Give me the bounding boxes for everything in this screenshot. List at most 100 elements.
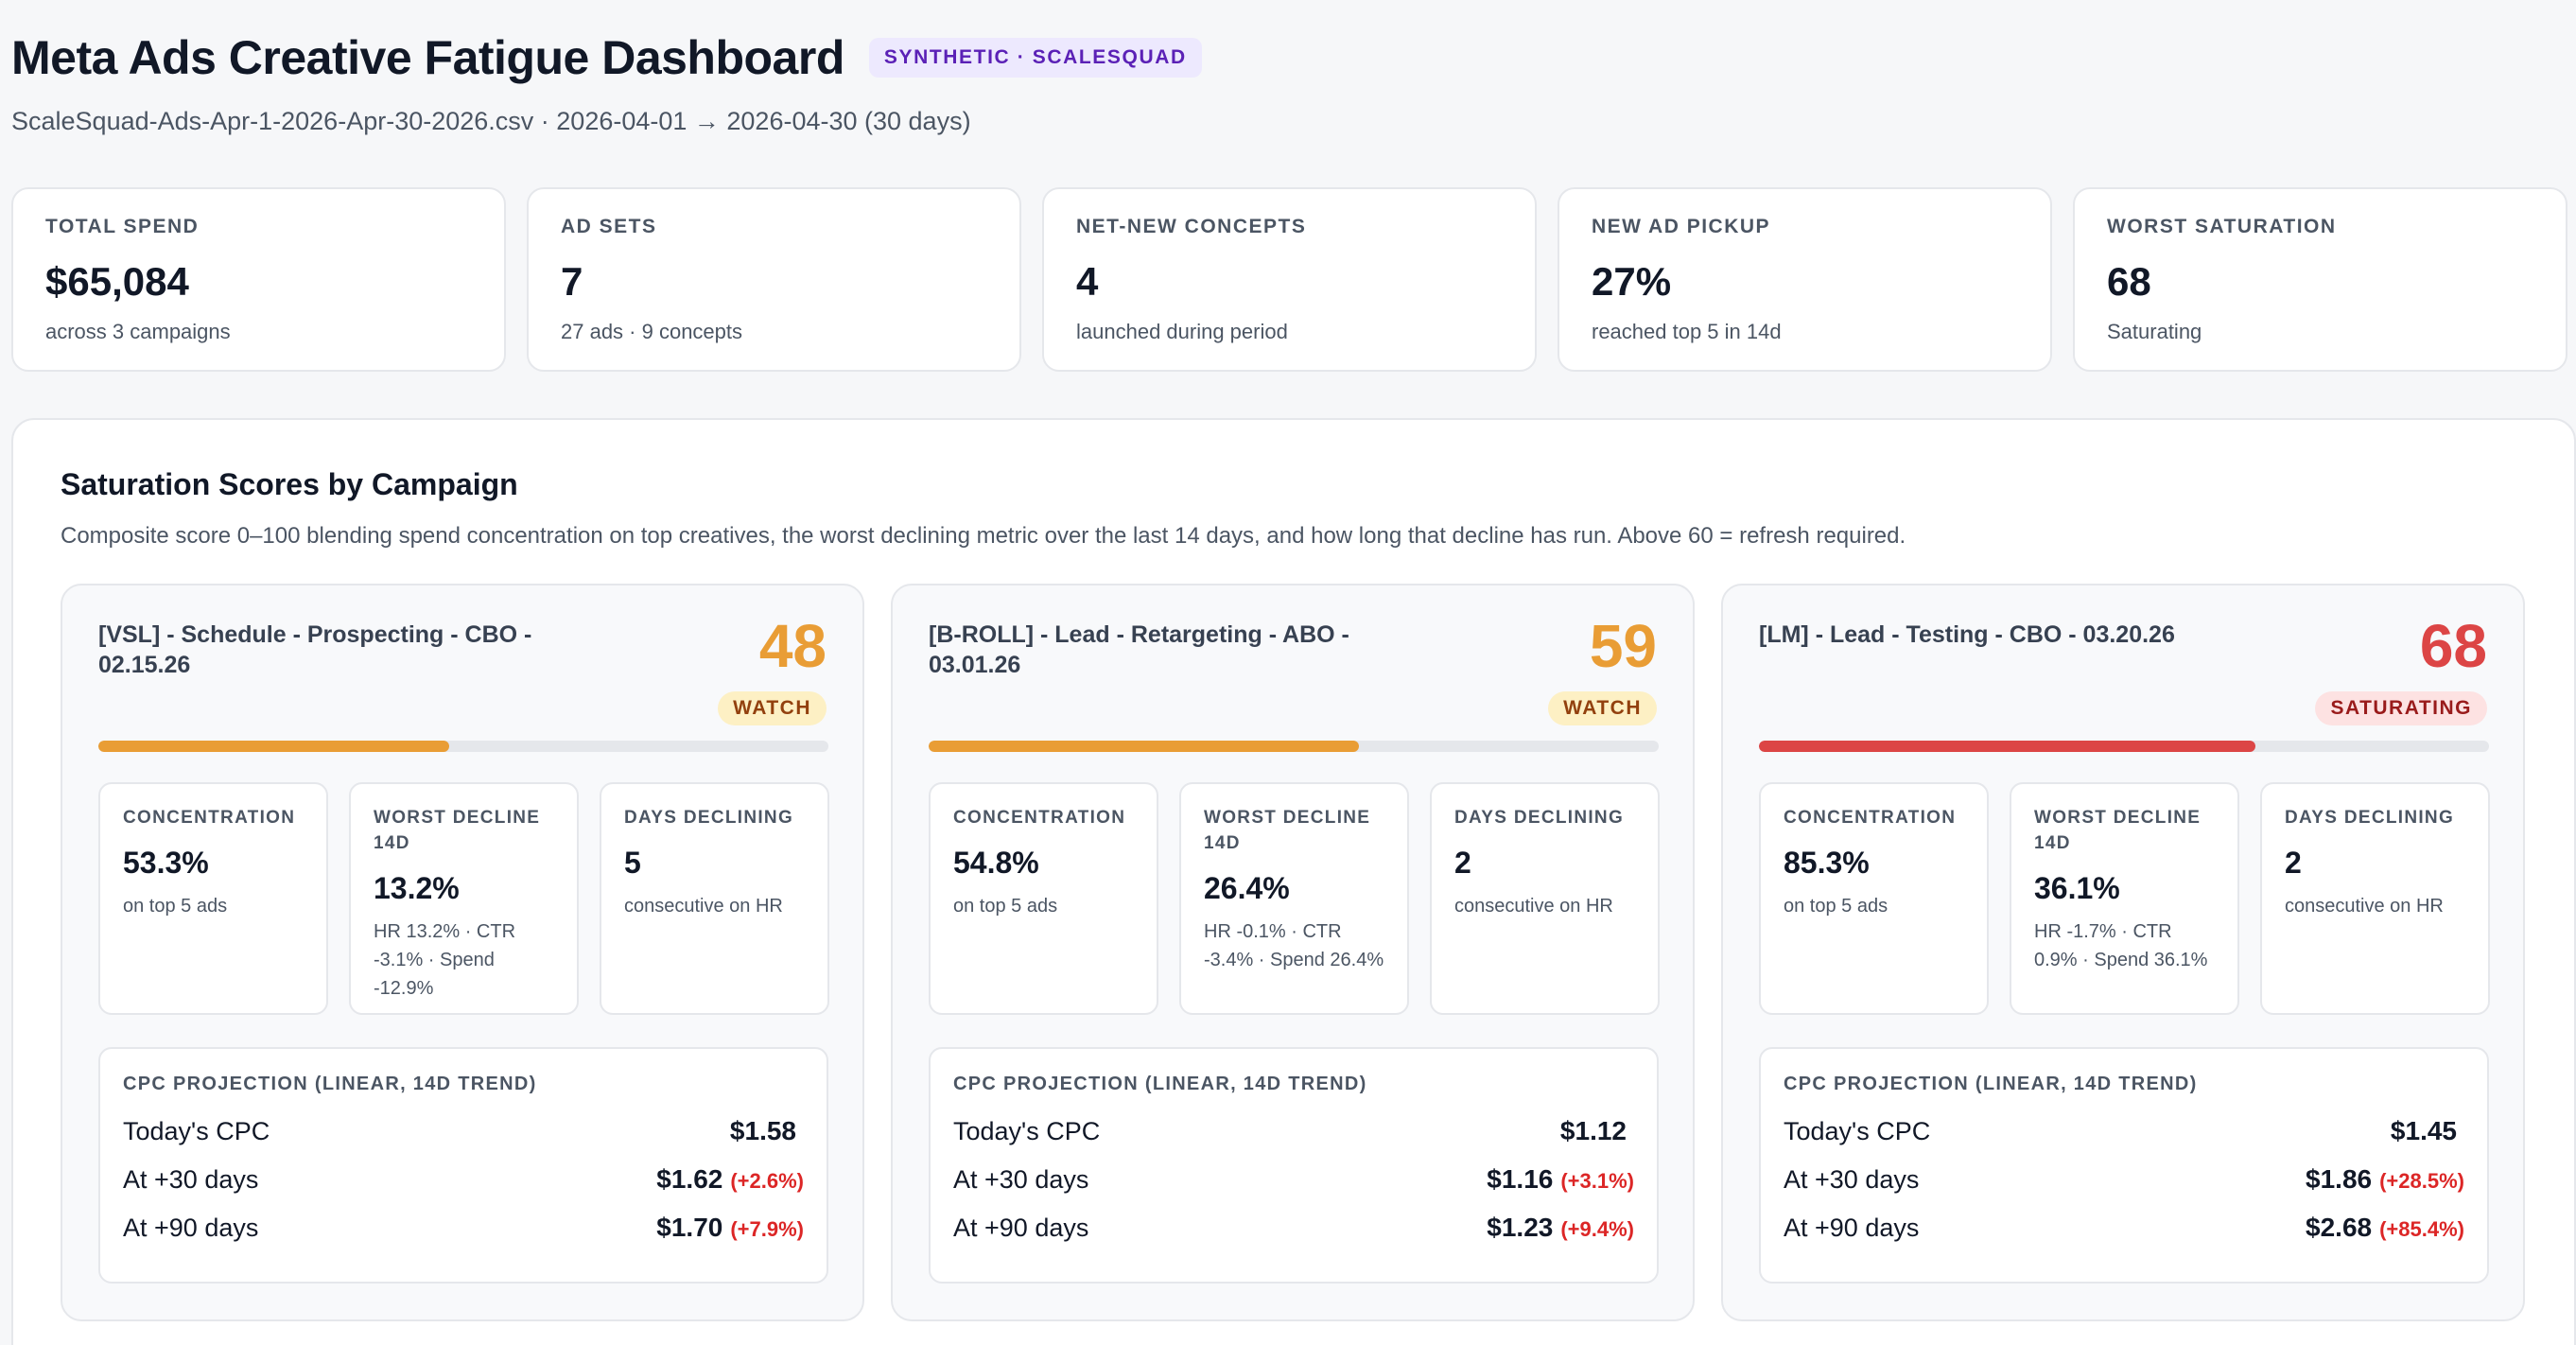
metric-worst-decline: WORST DECLINE 14D 13.2% HR 13.2% · CTR -…	[349, 782, 579, 1015]
projection-value-group: $1.16 (+3.1%)	[1487, 1164, 1634, 1195]
dataset-tag: SYNTHETIC · SCALESQUAD	[868, 38, 1202, 78]
campaign-cards: [VSL] - Schedule - Prospecting - CBO - 0…	[61, 584, 2525, 1321]
saturation-bar-fill	[929, 741, 1360, 752]
metric-row: CONCENTRATION 54.8% on top 5 ads WORST D…	[929, 782, 1660, 1015]
metric-concentration: CONCENTRATION 85.3% on top 5 ads	[1759, 782, 1989, 1015]
kpi-sub: 27 ads · 9 concepts	[561, 320, 743, 343]
campaign-card: [B-ROLL] - Lead - Retargeting - ABO - 03…	[891, 584, 1695, 1321]
metric-sub: HR 13.2% · CTR -3.1% · Spend -12.9%	[374, 921, 516, 999]
metric-sub: HR -1.7% · CTR 0.9% · Spend 36.1%	[2034, 921, 2208, 970]
projection-label: CPC PROJECTION (LINEAR, 14D TREND)	[1784, 1074, 2198, 1094]
campaign-header: [B-ROLL] - Lead - Retargeting - ABO - 03…	[929, 614, 1657, 761]
campaign-card: [VSL] - Schedule - Prospecting - CBO - 0…	[61, 584, 864, 1321]
kpi-value: 68	[2107, 259, 2151, 304]
projection-delta: (+9.4%)	[1560, 1217, 1634, 1241]
projection-row: At +90 days $2.68 (+85.4%)	[1784, 1213, 2464, 1242]
score-block: 68 SATURATING	[2315, 614, 2487, 725]
projection-name: Today's CPC	[953, 1117, 1101, 1145]
projection-row: At +30 days $1.16 (+3.1%)	[953, 1164, 1634, 1195]
saturation-bar	[98, 741, 828, 752]
projection-value: $1.16	[1487, 1164, 1554, 1194]
metric-worst-decline: WORST DECLINE 14D 36.1% HR -1.7% · CTR 0…	[2010, 782, 2239, 1015]
kpi-value: 7	[561, 259, 583, 304]
metric-value: 54.8%	[953, 846, 1039, 880]
cpc-projection: CPC PROJECTION (LINEAR, 14D TREND) Today…	[929, 1047, 1659, 1284]
campaign-name: [B-ROLL] - Lead - Retargeting - ABO - 03…	[929, 621, 1349, 678]
saturation-score: 68	[2419, 612, 2487, 680]
metric-sub: consecutive on HR	[2285, 896, 2444, 917]
kpi-label: NET-NEW CONCEPTS	[1076, 216, 1307, 237]
metric-row: CONCENTRATION 53.3% on top 5 ads WORST D…	[98, 782, 829, 1015]
metric-days-declining: DAYS DECLINING 2 consecutive on HR	[2260, 782, 2490, 1015]
saturation-bar	[1759, 741, 2489, 752]
metric-sub: HR -0.1% · CTR -3.4% · Spend 26.4%	[1204, 921, 1384, 970]
metric-value: 36.1%	[2034, 871, 2120, 905]
projection-value: $1.62	[656, 1164, 723, 1194]
metric-sub: on top 5 ads	[1784, 896, 1888, 917]
projection-delta: (+28.5%)	[2379, 1169, 2464, 1193]
kpi-card-ad-sets: AD SETS 7 27 ads · 9 concepts	[527, 187, 1021, 372]
projection-name: At +90 days	[1784, 1214, 1920, 1242]
projection-name: Today's CPC	[123, 1117, 270, 1145]
projection-value-group: $1.45	[2391, 1116, 2464, 1146]
metric-days-declining: DAYS DECLINING 2 consecutive on HR	[1430, 782, 1660, 1015]
metric-value: 13.2%	[374, 871, 460, 905]
projection-row: Today's CPC $1.12	[953, 1116, 1634, 1146]
metric-sub: consecutive on HR	[1454, 896, 1613, 917]
campaign-header: [LM] - Lead - Testing - CBO - 03.20.26 6…	[1759, 614, 2487, 761]
kpi-sub: reached top 5 in 14d	[1592, 320, 1782, 343]
status-badge: WATCH	[718, 691, 827, 725]
saturation-bar	[929, 741, 1659, 752]
score-block: 59 WATCH	[1548, 614, 1657, 725]
projection-value: $1.58	[729, 1116, 796, 1145]
projection-value: $1.86	[2306, 1164, 2373, 1194]
projection-row: Today's CPC $1.58	[123, 1116, 804, 1145]
projection-delta: (+7.9%)	[730, 1217, 804, 1241]
metric-value: 2	[2285, 846, 2302, 880]
cpc-projection: CPC PROJECTION (LINEAR, 14D TREND) Today…	[1759, 1047, 2489, 1284]
kpi-value: 27%	[1592, 259, 1672, 304]
metric-concentration: CONCENTRATION 53.3% on top 5 ads	[98, 782, 328, 1015]
projection-value: $1.12	[1559, 1116, 1627, 1145]
projection-value-group: $1.12	[1560, 1116, 1634, 1146]
projection-delta: (+2.6%)	[730, 1169, 804, 1193]
file-subtitle: ScaleSquad-Ads-Apr-1-2026-Apr-30-2026.cs…	[11, 107, 971, 135]
status-badge: SATURATING	[2315, 691, 2487, 725]
saturation-panel: Saturation Scores by Campaign Composite …	[11, 418, 2576, 1345]
kpi-sub: launched during period	[1076, 320, 1288, 343]
kpi-card-worst-saturation: WORST SATURATION 68 Saturating	[2073, 187, 2567, 372]
metric-days-declining: DAYS DECLINING 5 consecutive on HR	[600, 782, 829, 1015]
metric-concentration: CONCENTRATION 54.8% on top 5 ads	[929, 782, 1158, 1015]
kpi-sub: across 3 campaigns	[45, 320, 231, 343]
projection-row: At +90 days $1.23 (+9.4%)	[953, 1213, 1634, 1243]
panel-description: Composite score 0–100 blending spend con…	[61, 523, 1906, 549]
metric-sub: on top 5 ads	[123, 896, 228, 917]
status-badge: WATCH	[1548, 691, 1657, 725]
campaign-name: [VSL] - Schedule - Prospecting - CBO - 0…	[98, 621, 532, 678]
projection-label: CPC PROJECTION (LINEAR, 14D TREND)	[123, 1074, 537, 1094]
kpi-label: WORST SATURATION	[2107, 216, 2337, 237]
metric-label: CONCENTRATION	[953, 808, 1126, 828]
projection-value-group: $1.70 (+7.9%)	[656, 1213, 804, 1243]
kpi-row: TOTAL SPEND $65,084 across 3 campaigns A…	[11, 187, 2567, 372]
kpi-label: TOTAL SPEND	[45, 216, 200, 237]
metric-label: WORST DECLINE 14D	[374, 808, 541, 853]
metric-label: WORST DECLINE 14D	[2034, 808, 2202, 853]
metric-sub: consecutive on HR	[624, 896, 783, 917]
kpi-card-net-new-concepts: NET-NEW CONCEPTS 4 launched during perio…	[1042, 187, 1537, 372]
metric-value: 53.3%	[123, 846, 209, 880]
projection-name: At +30 days	[953, 1165, 1089, 1194]
kpi-label: AD SETS	[561, 216, 657, 237]
panel-title: Saturation Scores by Campaign	[61, 467, 518, 501]
metric-label: CONCENTRATION	[123, 808, 296, 828]
projection-value-group: $1.23 (+9.4%)	[1487, 1213, 1634, 1243]
metric-value: 85.3%	[1784, 846, 1870, 880]
projection-value-group: $1.86 (+28.5%)	[2306, 1164, 2464, 1195]
projection-name: At +90 days	[953, 1214, 1089, 1242]
metric-value: 2	[1454, 846, 1471, 880]
metric-label: DAYS DECLINING	[2285, 808, 2455, 828]
saturation-bar-fill	[98, 741, 449, 752]
kpi-value: $65,084	[45, 259, 189, 304]
metric-sub: on top 5 ads	[953, 896, 1058, 917]
